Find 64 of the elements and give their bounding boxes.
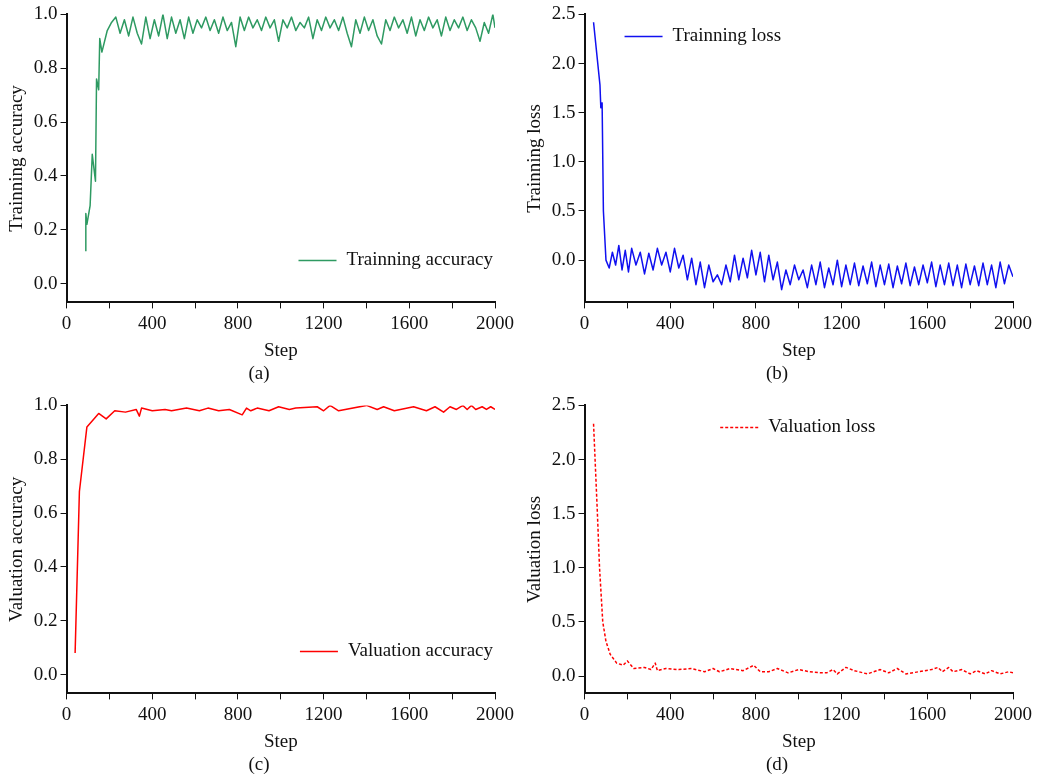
text: (b) (764, 362, 790, 384)
x-tick-label: 800 (223, 702, 253, 724)
x-tick-label: 1600 (390, 311, 429, 333)
legend-label: Trainning accuracy (346, 248, 494, 270)
x-tick-label: 0 (61, 311, 72, 333)
x-tick-label: 800 (741, 311, 771, 333)
y-tick-label: 0.5 (551, 609, 576, 631)
y-tick-label: 1.0 (33, 393, 58, 415)
y-axis-title: Valuation loss (523, 495, 545, 603)
x-tick-label: 0 (61, 702, 72, 724)
text: (a) (247, 362, 271, 384)
x-axis-title: Step (263, 338, 298, 360)
x-tick-label: 800 (223, 311, 253, 333)
y-tick-label: 0.2 (33, 608, 58, 630)
legend-label: Valuation loss (768, 415, 876, 437)
y-tick-label: 2.5 (551, 393, 576, 415)
x-tick-label: 1200 (304, 702, 343, 724)
x-axis-title: Step (263, 729, 298, 751)
x-tick-label: 1600 (908, 702, 947, 724)
x-tick-label: 2000 (476, 311, 514, 333)
y-tick-label: 0.8 (33, 56, 58, 78)
legend-label: Valuation accuracy (347, 639, 494, 661)
text: (d) (764, 753, 790, 775)
y-tick-label: 1.5 (551, 100, 576, 122)
y-axis-title: Trainning accuracy (5, 84, 27, 232)
y-tick-label: 0.0 (551, 248, 576, 270)
x-tick-label: 400 (655, 702, 685, 724)
y-tick-label: 1.0 (551, 149, 576, 171)
x-tick-label: 2000 (994, 702, 1032, 724)
y-tick-label: 0.8 (33, 447, 58, 469)
y-tick-label: 0.0 (33, 271, 58, 293)
legend-label: Trainning loss (672, 24, 782, 46)
x-tick-label: 1200 (822, 311, 861, 333)
x-tick-label: 400 (655, 311, 685, 333)
y-tick-label: 0.2 (33, 217, 58, 239)
x-tick-label: 800 (741, 702, 771, 724)
x-tick-label: 1200 (822, 702, 861, 724)
y-tick-label: 0.4 (33, 554, 59, 576)
y-tick-label: 0.0 (551, 664, 576, 686)
x-tick-label: 1200 (304, 311, 343, 333)
y-tick-label: 2.5 (551, 2, 576, 24)
y-tick-label: 0.5 (551, 198, 576, 220)
y-tick-label: 1.0 (551, 555, 576, 577)
x-axis-title: Step (781, 729, 816, 751)
y-tick-label: 1.0 (33, 2, 58, 24)
x-tick-label: 0 (579, 311, 590, 333)
y-tick-label: 0.6 (33, 501, 58, 523)
x-tick-label: 400 (137, 702, 167, 724)
y-tick-label: 0.6 (33, 110, 58, 132)
x-tick-label: 2000 (476, 702, 514, 724)
y-tick-label: 2.0 (551, 51, 576, 73)
x-axis-title: Step (781, 338, 816, 360)
x-tick-label: 1600 (390, 702, 429, 724)
text: (c) (247, 753, 271, 775)
y-tick-label: 0.0 (33, 662, 58, 684)
y-axis-title: Valuation accuracy (5, 476, 27, 622)
y-tick-label: 2.0 (551, 447, 576, 469)
x-tick-label: 1600 (908, 311, 947, 333)
y-axis-title: Trainning loss (523, 104, 545, 213)
x-tick-label: 0 (579, 702, 590, 724)
x-tick-label: 2000 (994, 311, 1032, 333)
y-tick-label: 1.5 (551, 501, 576, 523)
y-tick-label: 0.4 (33, 163, 59, 185)
x-tick-label: 400 (137, 311, 167, 333)
